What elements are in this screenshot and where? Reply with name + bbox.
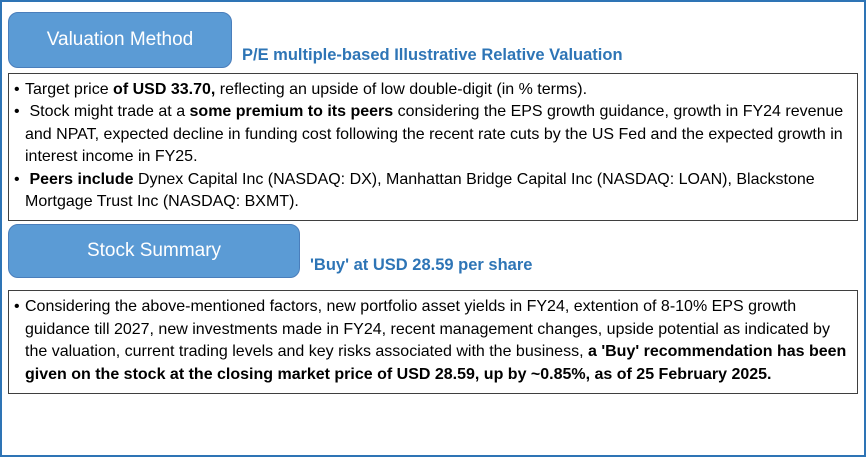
valuation-method-section: Valuation Method P/E multiple-based Illu… (8, 2, 858, 222)
valuation-method-header: Valuation Method P/E multiple-based Illu… (8, 2, 858, 68)
stock-summary-section: Stock Summary 'Buy' at USD 28.59 per sha… (8, 221, 858, 394)
bullet-glyph: • (14, 298, 20, 316)
stock-summary-header: Stock Summary 'Buy' at USD 28.59 per sha… (8, 221, 858, 279)
bullet-glyph: • (14, 170, 20, 188)
bullet-text: Target price of USD 33.70, reflecting an… (25, 81, 588, 98)
stock-summary-title: 'Buy' at USD 28.59 per share (310, 256, 533, 275)
bullet-item: • Stock might trade at a some premium to… (14, 101, 851, 168)
bullet-text: Considering the above-mentioned factors,… (25, 298, 851, 383)
valuation-bullet-list: • Target price of USD 33.70, reflecting a… (14, 79, 851, 213)
valuation-method-box: • Target price of USD 33.70, reflecting a… (8, 73, 858, 222)
valuation-method-tab-label: Valuation Method (46, 29, 194, 50)
bullet-text: Peers include Dynex Capital Inc (NASDAQ:… (25, 170, 820, 210)
stock-summary-bullet-list: • Considering the above-mentioned factors… (14, 296, 851, 386)
bullet-glyph: • (14, 81, 20, 98)
stock-summary-tab-label: Stock Summary (86, 240, 222, 262)
stock-summary-box: • Considering the above-mentioned factors… (8, 290, 858, 394)
bullet-item: • Target price of USD 33.70, reflecting a… (14, 79, 851, 101)
stock-summary-tab: Stock Summary (8, 224, 300, 279)
bullet-item: • Peers include Dynex Capital Inc (NASDA… (14, 169, 851, 214)
bullet-text: Stock might trade at a some premium to i… (25, 103, 848, 166)
valuation-method-tab: Valuation Method (8, 12, 232, 68)
valuation-method-title: P/E multiple-based Illustrative Relative… (242, 46, 623, 64)
bullet-glyph: • (14, 103, 20, 121)
bullet-item: • Considering the above-mentioned factors… (14, 296, 851, 386)
